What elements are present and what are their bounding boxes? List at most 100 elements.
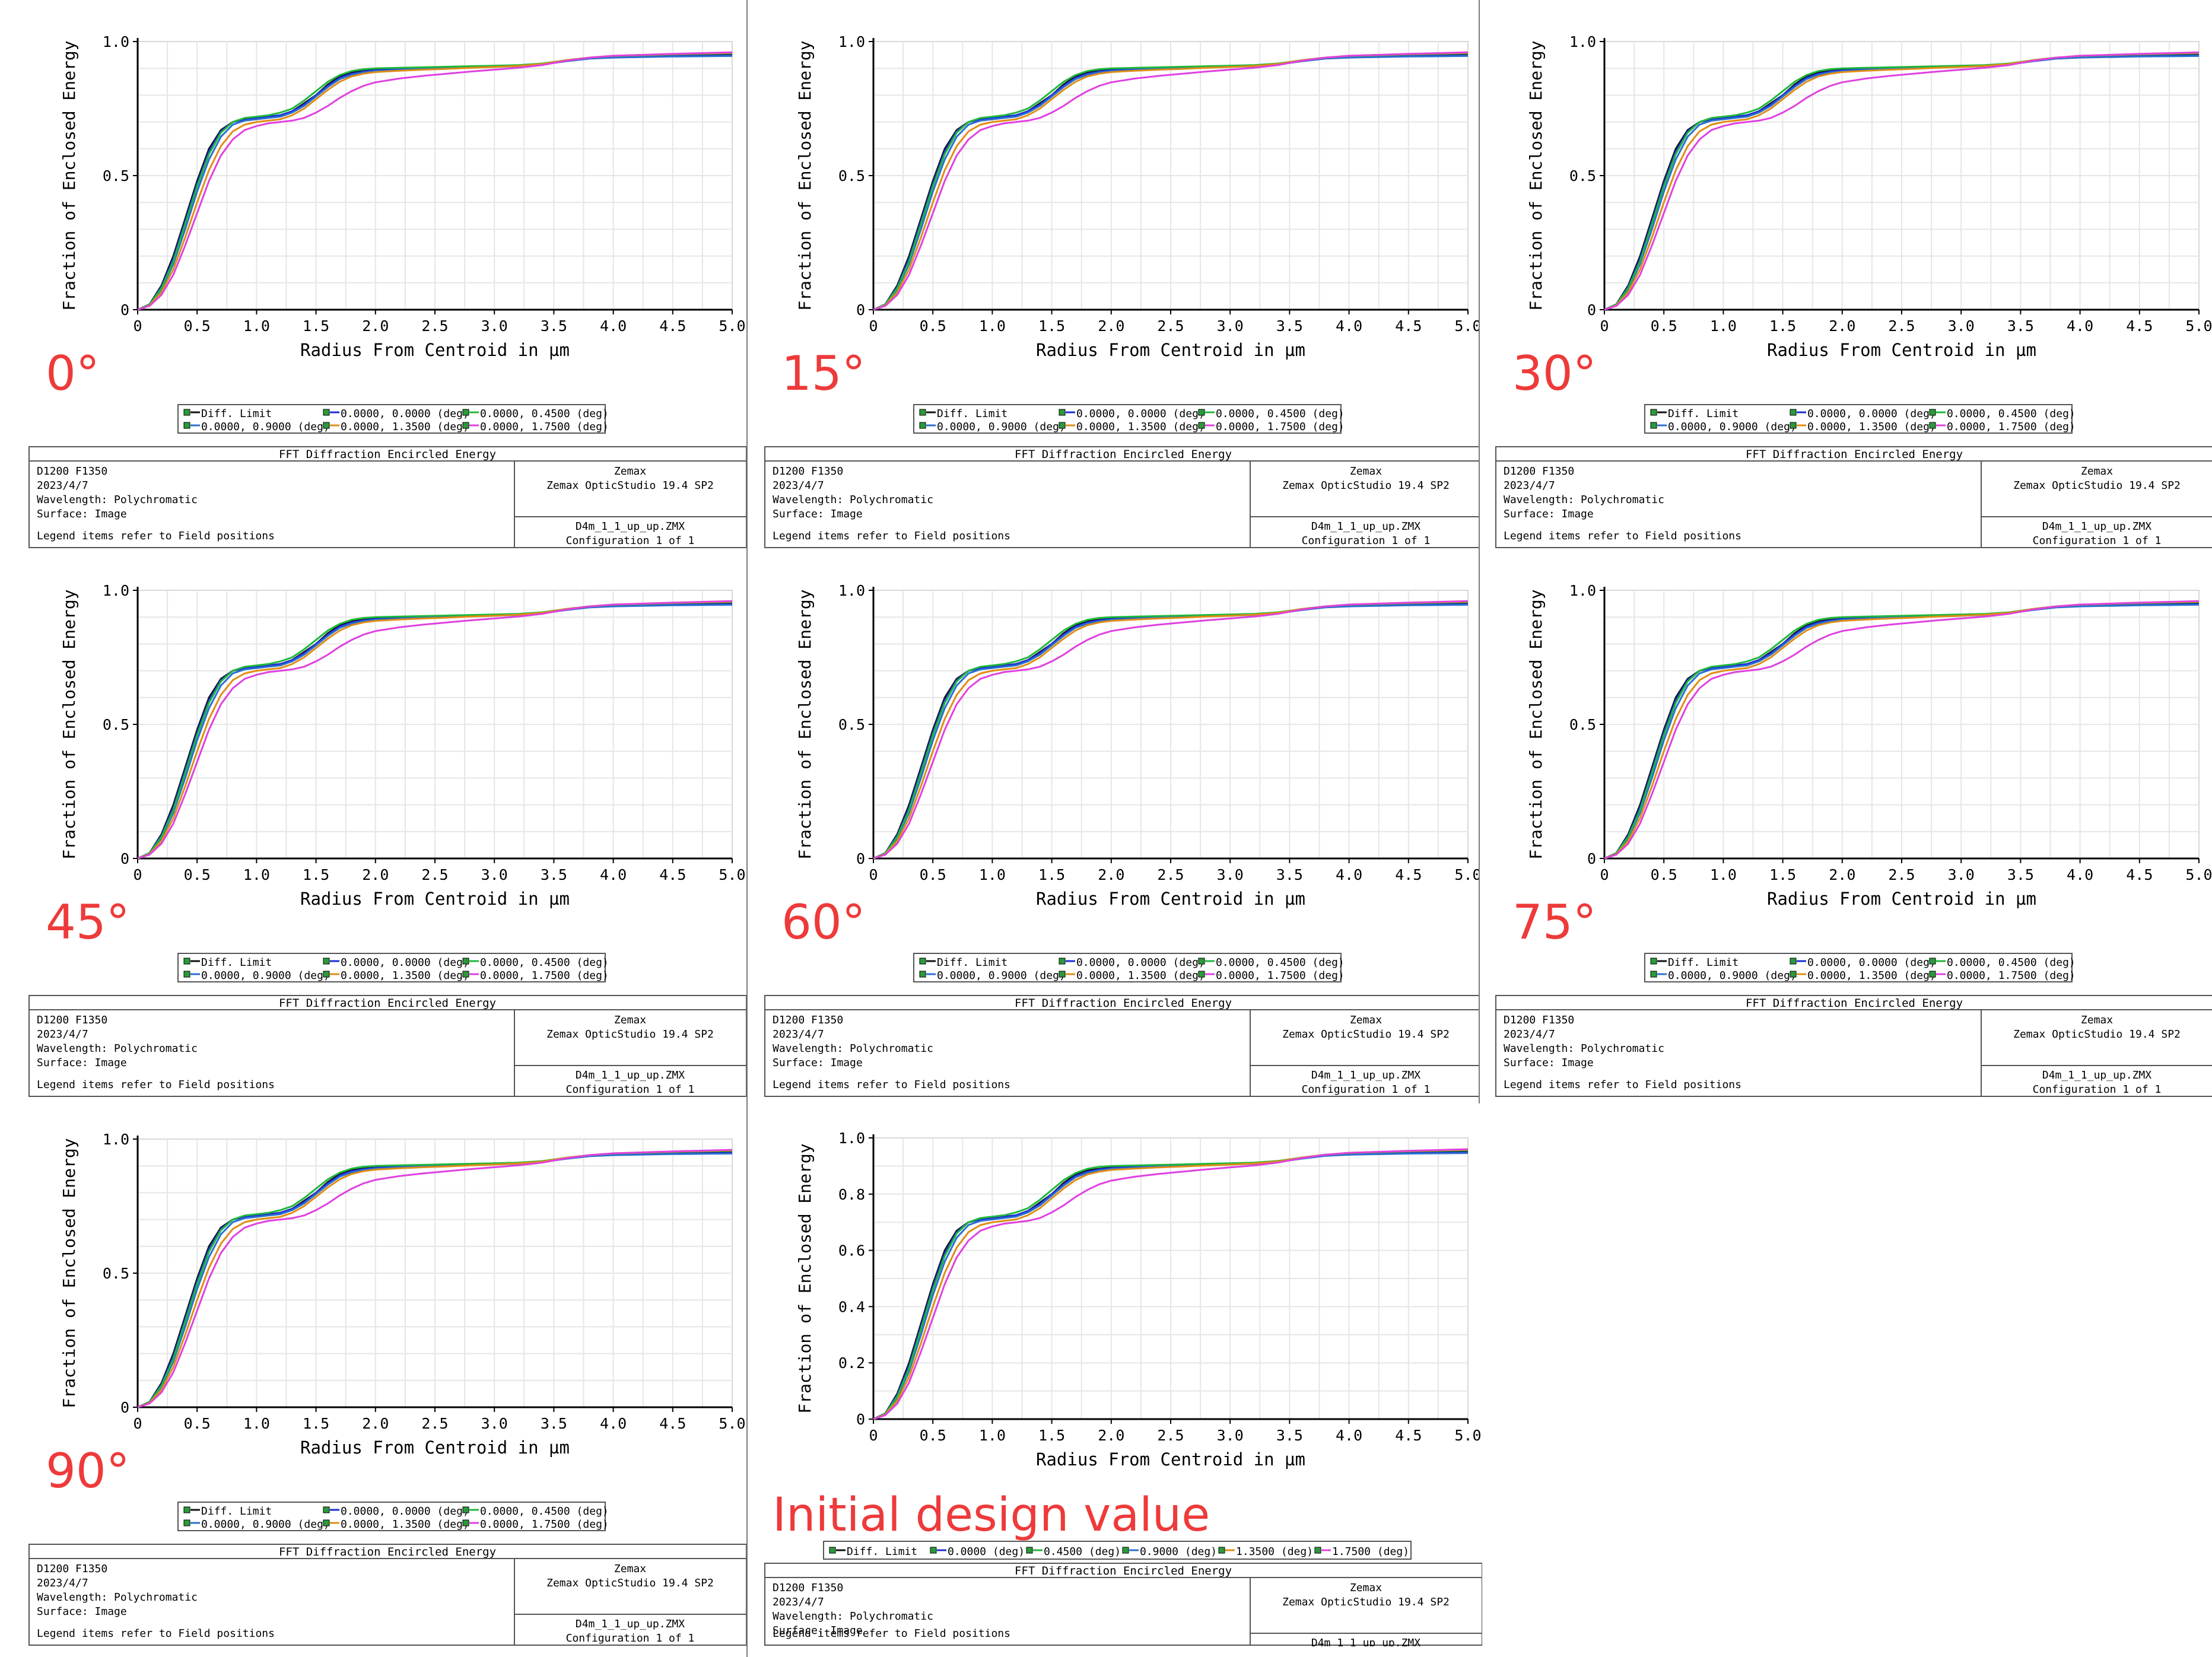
legend-entry: 0.0000, 1.7500 (deg) bbox=[1216, 421, 1345, 433]
info-right-top: Zemax OpticStudio 19.4 SP2 bbox=[1282, 479, 1450, 492]
x-tick-label: 1.5 bbox=[1769, 317, 1796, 335]
x-tick-label: 1.5 bbox=[1769, 866, 1796, 883]
info-note: Legend items refer to Field positions bbox=[37, 1079, 275, 1091]
x-tick-label: 4.5 bbox=[2126, 317, 2153, 335]
chart-svg: 0 0.5 1.0 1.5 2.0 2.5 3.0 3.5 4.0 4.5 5.0 0 0.5 1.0 Ra… bbox=[28, 1131, 746, 1646]
angle-label: 60° bbox=[781, 895, 866, 950]
x-tick-label: 3.5 bbox=[1276, 317, 1303, 335]
x-tick-label: 3.0 bbox=[1948, 317, 1975, 335]
x-tick-label: 4.0 bbox=[600, 317, 627, 335]
info-left-line: 2023/4/7 bbox=[773, 479, 824, 492]
legend-marker bbox=[919, 409, 926, 416]
info-left-line: 2023/4/7 bbox=[37, 479, 88, 492]
info-right-bottom: Configuration 1 of 1 bbox=[1302, 535, 1431, 547]
info-left-line: Surface: Image bbox=[37, 1057, 127, 1069]
x-tick-label: 0 bbox=[133, 866, 142, 883]
x-tick-label: 1.0 bbox=[1710, 317, 1737, 335]
x-tick-label: 1.0 bbox=[243, 317, 270, 335]
y-tick-label: 1.0 bbox=[103, 582, 129, 599]
legend-entry: 0.0000, 0.0000 (deg) bbox=[1076, 956, 1205, 969]
x-tick-label: 3.5 bbox=[541, 317, 567, 335]
legend-marker bbox=[919, 422, 926, 429]
info-note: Legend items refer to Field positions bbox=[773, 530, 1010, 542]
legend-entry: 0.0000 (deg) bbox=[948, 1545, 1025, 1558]
legend-marker bbox=[323, 409, 330, 416]
info-note: Legend items refer to Field positions bbox=[773, 1079, 1010, 1091]
chart-svg: 0 0.5 1.0 1.5 2.0 2.5 3.0 3.5 4.0 4.5 5.0 0 0.5 1.0 Ra… bbox=[764, 582, 1482, 1097]
legend-entry: 0.0000, 0.0000 (deg) bbox=[341, 1505, 469, 1518]
info-right-bottom: D4m_1_1_up_up.ZMX bbox=[1311, 520, 1420, 533]
info-right-top: Zemax OpticStudio 19.4 SP2 bbox=[2013, 1028, 2181, 1041]
info-left-line: Wavelength: Polychromatic bbox=[37, 1042, 198, 1055]
y-tick-label: 0 bbox=[1587, 850, 1596, 867]
info-right-top: Zemax bbox=[2081, 1014, 2113, 1026]
info-left-line: D1200 F1350 bbox=[773, 1014, 843, 1026]
info-right-bottom: Configuration 1 of 1 bbox=[2033, 535, 2162, 547]
info-right-bottom: D4m_1_1_up_up.ZMX bbox=[576, 1069, 685, 1082]
y-tick-label: 0 bbox=[120, 1399, 129, 1416]
info-right-bottom: D4m_1_1_up_up.ZMX bbox=[1311, 1637, 1420, 1646]
info-left-line: D1200 F1350 bbox=[37, 1014, 107, 1026]
legend-marker bbox=[183, 1519, 190, 1526]
x-tick-label: 4.0 bbox=[1336, 866, 1362, 883]
info-note: Legend items refer to Field positions bbox=[37, 530, 275, 542]
legend-marker bbox=[1314, 1547, 1321, 1554]
x-tick-label: 2.0 bbox=[1829, 866, 1855, 883]
info-left-line: Surface: Image bbox=[37, 1605, 127, 1618]
info-box bbox=[1495, 995, 2212, 1097]
info-box bbox=[764, 995, 1482, 1097]
y-tick-label: 0.5 bbox=[838, 167, 865, 185]
info-right-bottom: D4m_1_1_up_up.ZMX bbox=[2042, 1069, 2151, 1082]
y-tick-label: 0.5 bbox=[103, 1265, 129, 1282]
x-tick-label: 0 bbox=[133, 317, 142, 335]
chart-panel: 0 0.5 1.0 1.5 2.0 2.5 3.0 3.5 4.0 4.5 5.0 0 0.5 1.0 Ra… bbox=[13, 1098, 746, 1646]
x-tick-label: 3.5 bbox=[2007, 317, 2034, 335]
y-tick-label: 0.4 bbox=[838, 1298, 865, 1315]
x-tick-label: 3.0 bbox=[1217, 317, 1244, 335]
x-tick-label: 0 bbox=[1600, 866, 1609, 883]
x-tick-label: 2.5 bbox=[421, 317, 448, 335]
info-title: FFT Diffraction Encircled Energy bbox=[279, 1545, 496, 1559]
x-tick-label: 0.5 bbox=[920, 317, 946, 335]
x-tick-label: 4.5 bbox=[2126, 866, 2153, 883]
legend-marker bbox=[323, 1506, 330, 1513]
legend-entry: 0.0000, 1.3500 (deg) bbox=[1076, 969, 1205, 982]
x-tick-label: 0.5 bbox=[184, 866, 211, 883]
info-right-top: Zemax OpticStudio 19.4 SP2 bbox=[546, 1028, 714, 1041]
legend-box bbox=[177, 1502, 606, 1531]
info-right-top: Zemax bbox=[1350, 465, 1382, 478]
chart-panel: 0 0.5 1.0 1.5 2.0 2.5 3.0 3.5 4.0 4.5 5.0 0 0.5 1.0 Ra… bbox=[1480, 549, 2212, 1098]
x-tick-label: 0.5 bbox=[1651, 317, 1677, 335]
x-tick-label: 0.5 bbox=[184, 1415, 211, 1432]
legend-entry: 0.0000, 0.9000 (deg) bbox=[937, 421, 1066, 433]
series-line-5 bbox=[873, 600, 1469, 860]
x-tick-label: 0 bbox=[869, 1427, 878, 1444]
series-line-5 bbox=[1604, 600, 2200, 860]
chart-panel: 0 0.5 1.0 1.5 2.0 2.5 3.0 3.5 4.0 4.5 5.0 0 0.5 1.0 Ra… bbox=[13, 0, 746, 549]
legend-marker bbox=[1059, 409, 1066, 416]
chart-svg: 0 0.5 1.0 1.5 2.0 2.5 3.0 3.5 4.0 4.5 5.0 0 0.5 1.0 Ra… bbox=[764, 33, 1482, 548]
info-left-line: Surface: Image bbox=[773, 1057, 863, 1069]
legend-marker bbox=[183, 409, 190, 416]
x-tick-label: 1.5 bbox=[1038, 866, 1065, 883]
x-tick-label: 0.5 bbox=[1651, 866, 1677, 883]
info-right-top: Zemax OpticStudio 19.4 SP2 bbox=[546, 1577, 714, 1589]
x-tick-label: 1.0 bbox=[979, 1427, 1006, 1444]
chart-svg: 0 0.5 1.0 1.5 2.0 2.5 3.0 3.5 4.0 4.5 5.0 0 0.5 1.0 Ra… bbox=[28, 33, 746, 548]
info-left-line: 2023/4/7 bbox=[773, 1028, 824, 1041]
y-tick-label: 1.0 bbox=[103, 1131, 129, 1148]
info-left-line: Surface: Image bbox=[37, 508, 127, 520]
x-tick-label: 1.0 bbox=[979, 317, 1006, 335]
x-tick-label: 1.5 bbox=[303, 317, 329, 335]
info-box bbox=[764, 446, 1482, 548]
x-tick-label: 3.0 bbox=[1217, 1427, 1244, 1444]
info-note: Legend items refer to Field positions bbox=[37, 1627, 275, 1640]
chart-panel: 0 0.5 1.0 1.5 2.0 2.5 3.0 3.5 4.0 4.5 5.0 0 0.5 1.0 Ra… bbox=[13, 549, 746, 1098]
x-tick-label: 5.0 bbox=[1454, 317, 1481, 335]
legend-entry: 1.7500 (deg) bbox=[1332, 1545, 1409, 1558]
series-line-4 bbox=[137, 52, 733, 311]
x-tick-label: 4.5 bbox=[659, 317, 686, 335]
legend-entry: 0.0000, 1.3500 (deg) bbox=[341, 421, 469, 433]
series-line-4 bbox=[137, 600, 733, 860]
